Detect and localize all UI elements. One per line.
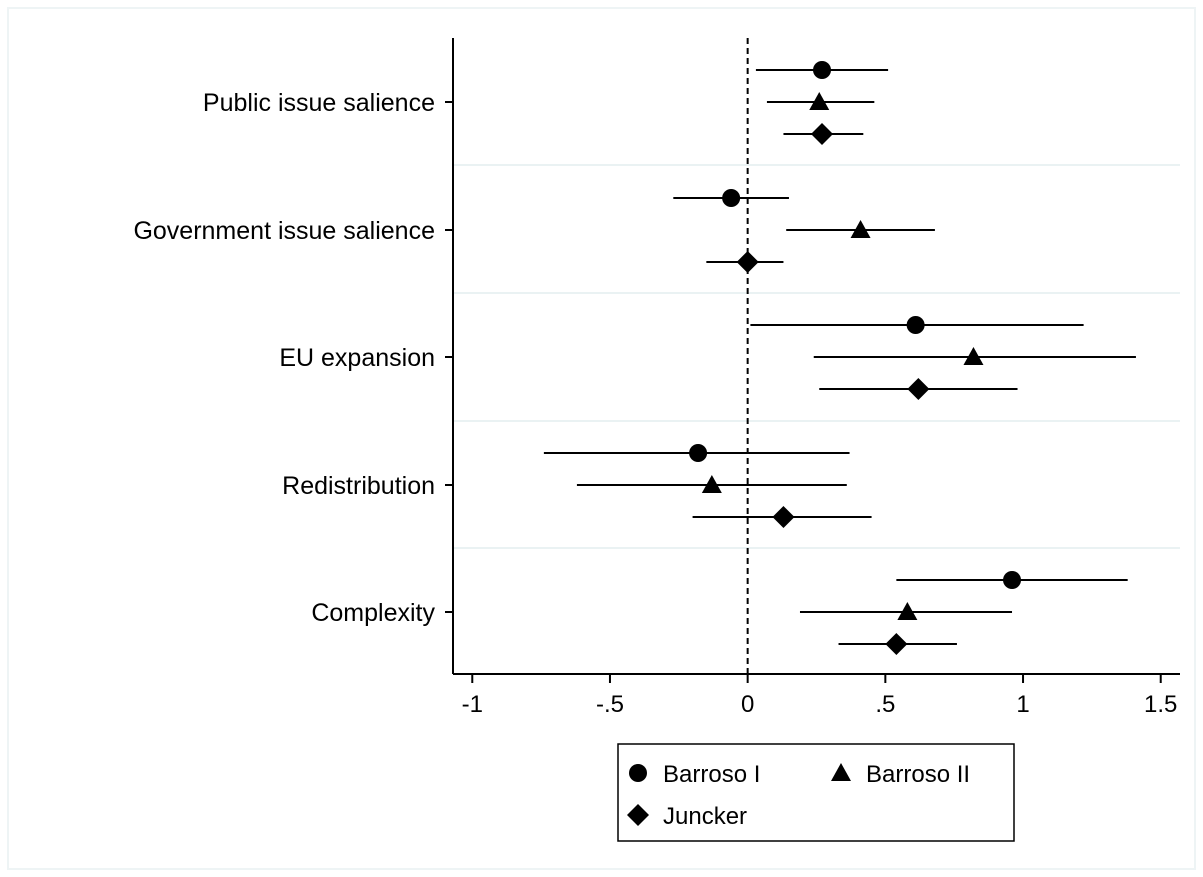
- series-barroso-ii: [576, 92, 1136, 620]
- axes-group: Public issue salience Government issue sa…: [133, 38, 1180, 718]
- point-barroso-ii-complexity: [897, 602, 918, 620]
- point-barroso-i-public-issue-salience: [813, 61, 832, 79]
- point-juncker-complexity: [885, 633, 908, 655]
- point-barroso-ii-redistribution: [701, 475, 722, 493]
- point-barroso-ii-government-issue-salience: [850, 220, 871, 238]
- legend-label-barroso-ii: Barroso II: [866, 761, 970, 788]
- series-juncker: [692, 123, 1018, 655]
- grid-separators: [454, 164, 1180, 549]
- legend: Barroso I Barroso II Juncker: [617, 743, 1015, 842]
- point-barroso-ii-eu-expansion: [963, 347, 984, 365]
- category-label-redistribution: Redistribution: [282, 472, 435, 500]
- legend-marker-juncker: [627, 804, 649, 826]
- legend-marker-barroso-i: [629, 764, 647, 782]
- point-barroso-i-government-issue-salience: [722, 189, 741, 207]
- point-juncker-eu-expansion: [907, 378, 930, 400]
- data-marks-group: [543, 61, 1136, 655]
- point-juncker-public-issue-salience: [811, 123, 834, 145]
- x-tick-label-1: -1: [462, 691, 483, 718]
- category-label-complexity: Complexity: [311, 599, 435, 627]
- x-tick-label-3: 0: [741, 691, 754, 718]
- point-barroso-i-redistribution: [689, 444, 708, 462]
- category-label-government-issue-salience: Government issue salience: [133, 217, 435, 245]
- x-tick-label-4: .5: [875, 691, 895, 718]
- category-label-public-issue-salience: Public issue salience: [203, 89, 435, 117]
- outer-frame: [7, 7, 1196, 870]
- x-tick-label-6: 1.5: [1144, 691, 1177, 718]
- point-barroso-ii-public-issue-salience: [809, 92, 830, 110]
- point-juncker-government-issue-salience: [736, 251, 759, 273]
- legend-box: [617, 743, 1015, 842]
- legend-label-juncker: Juncker: [663, 803, 747, 830]
- category-label-eu-expansion: EU expansion: [279, 344, 435, 372]
- point-barroso-i-complexity: [1003, 571, 1022, 589]
- point-juncker-redistribution: [772, 506, 795, 528]
- legend-marker-barroso-ii: [831, 763, 851, 781]
- x-tick-label-2: -.5: [596, 691, 624, 718]
- x-tick-label-5: 1: [1016, 691, 1029, 718]
- series-barroso-i: [543, 61, 1128, 589]
- point-barroso-i-eu-expansion: [906, 316, 925, 334]
- legend-label-barroso-i: Barroso I: [663, 761, 760, 788]
